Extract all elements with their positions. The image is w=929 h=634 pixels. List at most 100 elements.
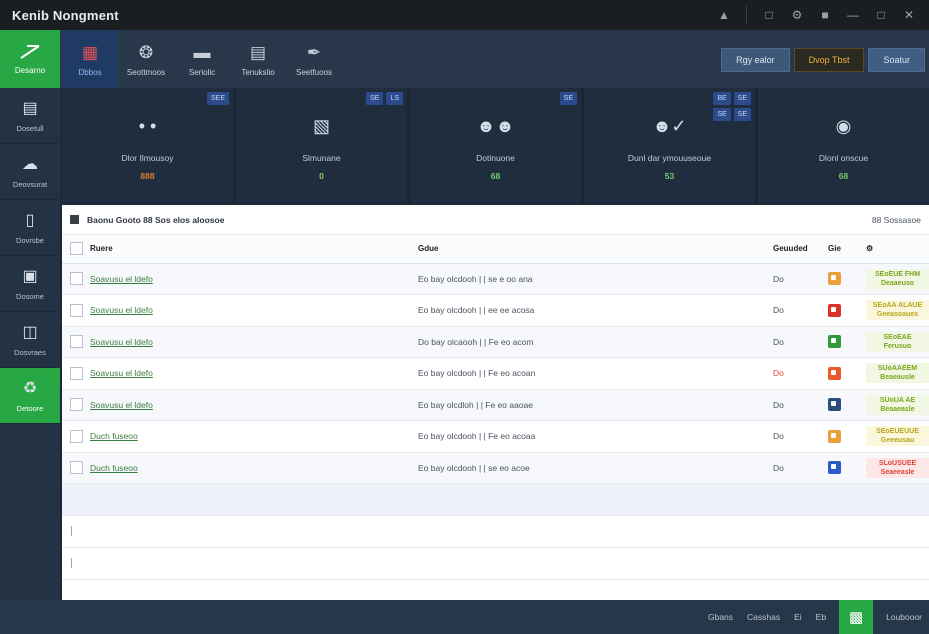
- row-checkbox[interactable]: [70, 272, 83, 286]
- panel-header-right[interactable]: 88 Sossasoe: [871, 214, 921, 225]
- stat-badge[interactable]: SE: [366, 92, 384, 105]
- calendar-icon: ▤: [249, 42, 267, 62]
- gear-icon[interactable]: ⚙: [866, 244, 874, 254]
- stat-value: 68: [490, 171, 501, 181]
- action-button-3[interactable]: Soatur: [868, 48, 925, 72]
- row-checkbox[interactable]: [70, 303, 83, 317]
- row-checkbox[interactable]: [70, 398, 83, 412]
- stat-value: 68: [838, 171, 849, 181]
- row-status: SUoUA AE Beaaeasle: [866, 394, 929, 415]
- minimize-icon[interactable]: —: [847, 8, 859, 22]
- status-right-label[interactable]: Loubooor: [886, 612, 922, 622]
- sidebar-item-dosome[interactable]: ▣ Dosome: [0, 256, 60, 312]
- table-row[interactable]: Soavusu el ldefo Do bay olcaooh | | Fe e…: [62, 326, 929, 358]
- stat-card[interactable]: ◉ Dlonl onscue 68: [758, 88, 929, 203]
- column-header-ico[interactable]: Gie: [828, 235, 866, 264]
- toolbar-item-label: Dbbos: [78, 67, 102, 77]
- sidebar-item-detoore[interactable]: ♻ Detoore: [0, 368, 60, 424]
- monitor-icon[interactable]: □: [765, 8, 773, 22]
- row-type-icon[interactable]: [828, 429, 841, 443]
- status-item[interactable]: Eb: [815, 612, 827, 622]
- row-name-link[interactable]: Soavusu el ldefo: [90, 305, 153, 316]
- close-icon[interactable]: ✕: [903, 8, 915, 22]
- brand-label: Desarno: [14, 65, 46, 75]
- maximize-icon[interactable]: □: [877, 8, 885, 22]
- row-checkbox[interactable]: [70, 335, 83, 349]
- row-name-link[interactable]: Soavusu el ldefo: [90, 336, 153, 347]
- stat-value: 53: [664, 171, 675, 181]
- document-icon: ▤: [22, 99, 38, 117]
- table-row[interactable]: Soavusu el ldefo Eo bay olcdooh | | Fe e…: [62, 357, 929, 390]
- stat-badge[interactable]: SE: [733, 92, 751, 105]
- stat-badge[interactable]: SE: [713, 108, 731, 121]
- row-checkbox[interactable]: [70, 461, 83, 475]
- row-status: SEoEUE FHM Deaaeuso: [866, 268, 929, 289]
- cloud-icon: ☁: [22, 155, 38, 173]
- column-header-name[interactable]: Ruere: [90, 235, 418, 264]
- row-name-link[interactable]: Duch fuseoo: [90, 462, 138, 473]
- stat-card[interactable]: SE ☻☻ Dotinuone 68: [410, 88, 581, 203]
- row-type-icon[interactable]: [828, 272, 841, 286]
- status-item[interactable]: Gbans: [707, 612, 734, 622]
- row-checkbox[interactable]: [70, 429, 83, 443]
- sidebar-item-deovsurat[interactable]: ☁ Deovsurat: [0, 144, 60, 200]
- row-type-icon[interactable]: [828, 335, 841, 349]
- toolbar-item-seottmoos[interactable]: ❂ Seottmoos: [118, 30, 174, 88]
- table-row[interactable]: Duch fuseoo Eo bay olcdooh | | Fe eo aco…: [62, 420, 929, 453]
- status-item[interactable]: Ei: [794, 612, 802, 622]
- projector-icon: ▧: [312, 116, 330, 136]
- row-num: Do: [773, 389, 828, 421]
- toolbar-item-dbbos[interactable]: ▦ Dbbos: [62, 30, 118, 88]
- row-name-link[interactable]: Soavusu el ldefo: [90, 368, 153, 379]
- user-icon[interactable]: ▲: [718, 8, 730, 22]
- stat-badge[interactable]: SEE: [206, 92, 229, 105]
- stat-card[interactable]: SEE • • Dlor Ilmousoy 888: [62, 88, 233, 203]
- row-status: SEoEAE Ferusuo: [866, 331, 929, 352]
- sidebar-item-dosvraes[interactable]: ◫ Dosvraes: [0, 312, 60, 368]
- row-status: SEoEUEUUE Geeeusau: [866, 426, 929, 447]
- stat-card[interactable]: SE LS ▧ Slmunane 0: [236, 88, 407, 203]
- checkbox[interactable]: [70, 242, 83, 256]
- row-type-icon[interactable]: [828, 303, 841, 317]
- sidebar-item-label: Dosome: [16, 291, 44, 301]
- save-icon[interactable]: ▩: [839, 600, 874, 634]
- stat-badge[interactable]: LS: [386, 92, 403, 105]
- toolbar-item-label: Tenukslio: [241, 67, 275, 77]
- toolbar-item-seetfuoos[interactable]: ✒ Seetfuoos: [286, 30, 342, 88]
- window-controls: ▲ □ ⚙ ■ — □ ✕: [710, 0, 923, 30]
- toolbar-item-seriolic[interactable]: ▬ Seriolic: [174, 30, 230, 88]
- row-name-link[interactable]: Soavusu el ldefo: [90, 399, 153, 410]
- row-type-icon[interactable]: [828, 366, 841, 380]
- column-header-settings[interactable]: ⚙: [866, 235, 929, 264]
- column-header-value[interactable]: Gdue: [418, 235, 773, 264]
- row-num: Do: [773, 294, 828, 327]
- header-select-all[interactable]: [62, 235, 90, 264]
- table-row[interactable]: Duch fuseoo Eo bay olcdooh | | se eo aco…: [62, 452, 929, 484]
- row-name-link[interactable]: Soavusu el ldefo: [90, 273, 153, 284]
- table-row[interactable]: Soavusu el ldefo Eo bay olcdooh | | ee e…: [62, 294, 929, 327]
- data-table: Ruere Gdue Geuuded Gie ⚙ Soavusu el ldef…: [62, 235, 929, 484]
- stat-value: 888: [140, 171, 155, 181]
- table-row[interactable]: Soavusu el ldefo Eo bay olcdooh | | se e…: [62, 263, 929, 295]
- row-checkbox[interactable]: [70, 366, 83, 380]
- screen-icon: ◫: [22, 323, 38, 341]
- sidebar-item-label: Dosvraes: [14, 347, 46, 357]
- stat-badge[interactable]: BE: [713, 92, 731, 105]
- column-header-num[interactable]: Geuuded: [773, 235, 828, 264]
- brand-button[interactable]: Desarno: [0, 30, 60, 88]
- stat-card[interactable]: BE SE SE SE ☻✓ Dunl dar ymouuseoue 53: [584, 88, 755, 203]
- toolbar-item-tenukslio[interactable]: ▤ Tenukslio: [230, 30, 286, 88]
- sidebar-item-dosetull[interactable]: ▤ Dosetull: [0, 88, 60, 144]
- notify-icon[interactable]: ■: [821, 8, 829, 22]
- action-button-2[interactable]: Dvop Tbst: [793, 48, 865, 72]
- stat-badge[interactable]: SE: [559, 92, 577, 105]
- stat-badge[interactable]: SE: [733, 108, 751, 121]
- row-type-icon[interactable]: [828, 461, 841, 475]
- action-button-1[interactable]: Rgy ealor: [721, 48, 790, 72]
- status-item[interactable]: Casshas: [747, 612, 781, 622]
- sidebar-item-dovrsbe[interactable]: ▯ Dovrsbe: [0, 200, 60, 256]
- row-type-icon[interactable]: [828, 398, 841, 412]
- table-row[interactable]: Soavusu el ldefo Eo bay olcdloh | | Fe e…: [62, 389, 929, 421]
- settings-icon[interactable]: ⚙: [791, 8, 803, 22]
- row-name-link[interactable]: Duch fuseoo: [90, 431, 138, 442]
